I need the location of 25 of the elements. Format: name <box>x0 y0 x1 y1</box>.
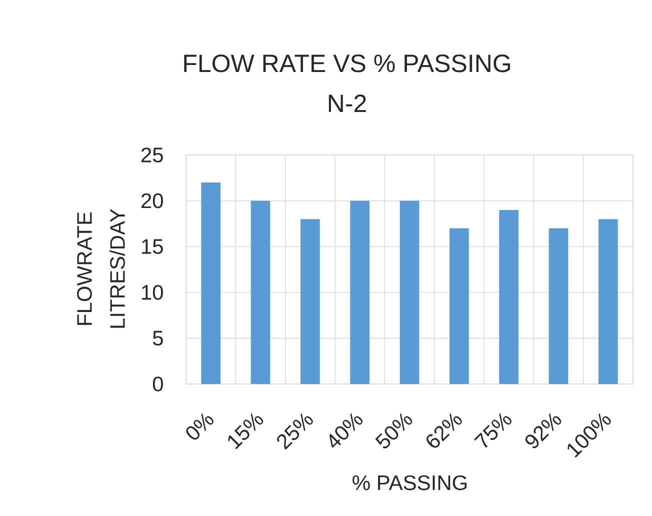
x-tick-label: 75% <box>474 413 512 448</box>
y-tick-label: 25 <box>141 148 163 162</box>
x-tick-label: 92% <box>525 413 562 448</box>
x-tick-label: 40% <box>329 413 363 448</box>
bar <box>250 200 270 384</box>
bar <box>598 219 618 384</box>
x-tick-label: 50% <box>375 413 412 448</box>
x-tick-label: 0% <box>186 413 214 440</box>
y-tick-label: 0 <box>152 376 163 392</box>
chart-title: FLOW RATE VS % PASSING <box>184 54 510 72</box>
bar <box>400 200 420 384</box>
y-tick-label: 10 <box>142 284 163 300</box>
y-tick-label: 20 <box>141 193 163 208</box>
bar <box>548 228 568 384</box>
bar <box>499 210 519 384</box>
bar <box>300 219 320 384</box>
bar <box>449 228 469 384</box>
y-tick-label: 15 <box>142 239 163 254</box>
x-axis-title: % PASSING <box>352 475 467 490</box>
x-tick-label: 62% <box>426 413 462 448</box>
chart-subtitle: N-2 <box>328 94 366 112</box>
y-axis-title: FLOWRATE LITRES/DAY <box>77 208 125 328</box>
bar <box>201 182 221 384</box>
y-tick-label: 5 <box>152 330 163 346</box>
bar <box>350 200 370 384</box>
